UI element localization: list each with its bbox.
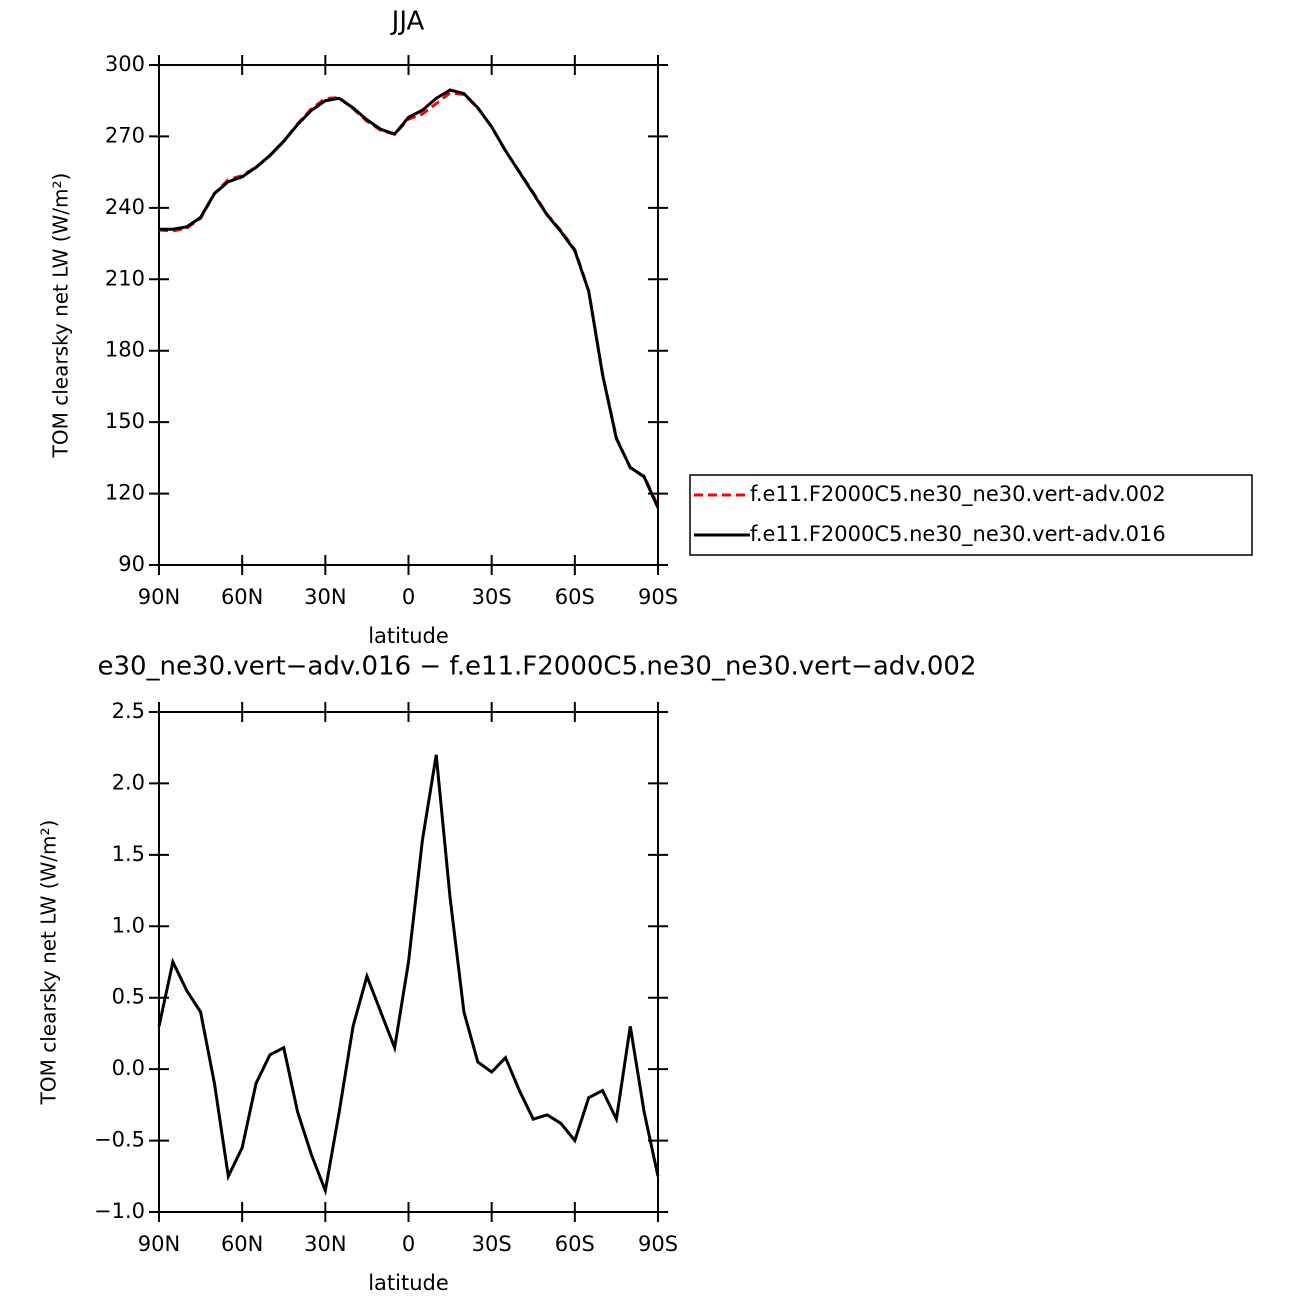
x-tick-label: 0 [402, 585, 415, 609]
x-tick-label: 30N [304, 1232, 346, 1256]
x-tick-label: 30N [304, 585, 346, 609]
x-tick-label: 0 [402, 1232, 415, 1256]
x-tick-label: 60N [221, 585, 263, 609]
y-tick-label: 1.5 [112, 842, 145, 866]
y-tick-label: 270 [105, 123, 145, 147]
legend-label: f.e11.F2000C5.ne30_ne30.vert-adv.002 [750, 482, 1166, 507]
y-tick-label: 0.5 [112, 985, 145, 1009]
chart-title: JJA [390, 7, 425, 37]
data-line [159, 88, 660, 509]
y-tick-label: 0.0 [112, 1056, 145, 1080]
data-line [157, 754, 660, 1197]
y-tick-label: 1.0 [112, 913, 145, 937]
x-tick-label: 60S [555, 585, 595, 609]
x-tick-label: 60N [221, 1232, 263, 1256]
y-tick-label: 180 [105, 338, 145, 362]
y-tick-label: 240 [105, 195, 145, 219]
y-tick-label: 210 [105, 266, 145, 290]
y-tick-label: 2.0 [112, 770, 145, 794]
x-tick-label: 90S [638, 1232, 678, 1256]
plot-frame [158, 64, 659, 566]
legend-label: f.e11.F2000C5.ne30_ne30.vert-adv.016 [750, 522, 1166, 547]
y-axis-label: TOM clearsky net LW (W/m²) [49, 173, 73, 459]
x-tick-label: 30S [472, 585, 512, 609]
x-tick-label: 90S [638, 585, 678, 609]
chart-title: e30_ne30.vert−adv.016 − f.e11.F2000C5.ne… [97, 652, 976, 682]
data-line [158, 91, 660, 507]
x-tick-label: 90N [138, 585, 180, 609]
y-tick-label: 150 [105, 409, 145, 433]
x-axis-label: latitude [368, 624, 449, 648]
y-axis-label: TOM clearsky net LW (W/m²) [37, 820, 61, 1106]
y-tick-label: 120 [105, 481, 145, 505]
x-tick-label: 60S [555, 1232, 595, 1256]
x-axis-label: latitude [368, 1271, 449, 1295]
y-tick-label: 2.5 [112, 699, 145, 723]
y-tick-label: 90 [118, 552, 145, 576]
y-tick-label: −1.0 [94, 1199, 145, 1223]
plot-frame [158, 711, 659, 1213]
y-tick-label: 300 [105, 52, 145, 76]
x-tick-label: 30S [472, 1232, 512, 1256]
legend-box [689, 474, 1253, 556]
y-tick-label: −0.5 [94, 1128, 145, 1152]
x-tick-label: 90N [138, 1232, 180, 1256]
